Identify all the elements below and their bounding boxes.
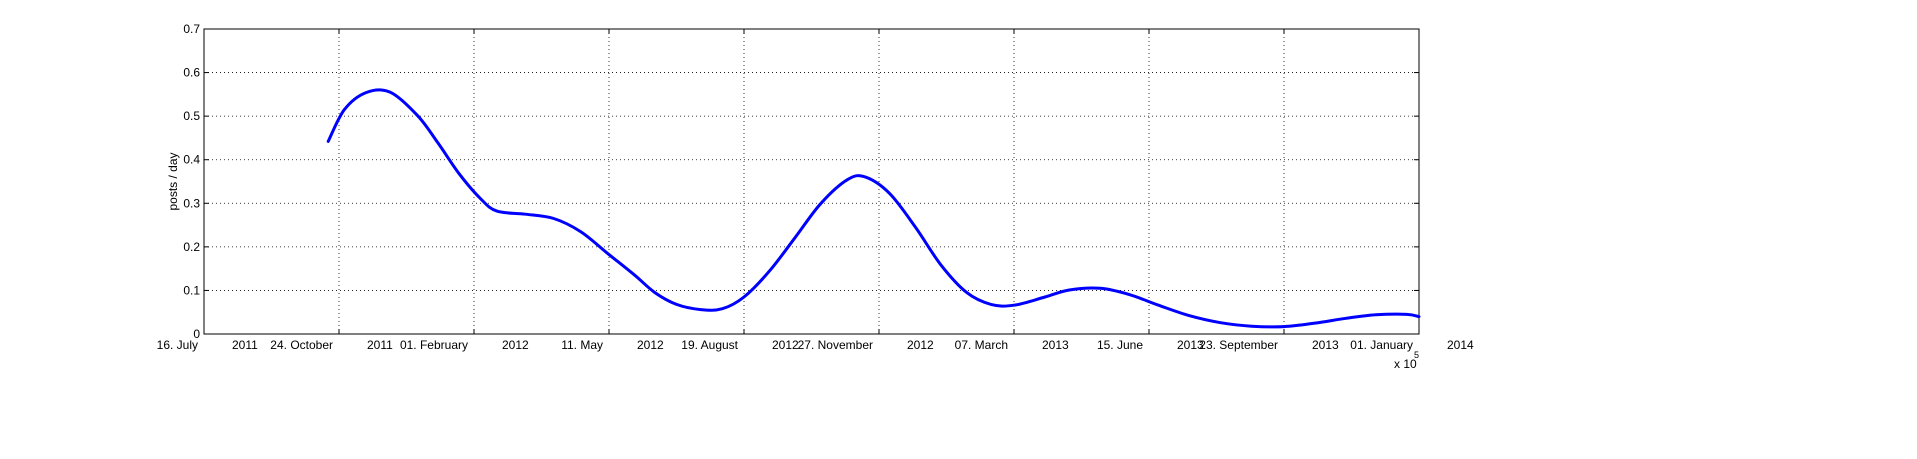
grid-lines xyxy=(204,29,1419,334)
x-tick-label-day: 11. May xyxy=(561,338,603,352)
x-tick-label-year: 2012 xyxy=(502,338,529,352)
series-line-0 xyxy=(326,88,1421,329)
plot-area xyxy=(203,28,1420,335)
series-layer xyxy=(326,88,1421,329)
x-axis-exponent-label: x 10 xyxy=(1394,357,1417,371)
x-tick-label-year: 2012 xyxy=(772,338,799,352)
x-tick-label-year: 2012 xyxy=(637,338,664,352)
x-tick-label-day: 15. June xyxy=(1097,338,1143,352)
x-tick-label-day: 27. November xyxy=(798,338,873,352)
x-tick-label-year: 2012 xyxy=(907,338,934,352)
y-tick-label: 0.2 xyxy=(183,240,200,254)
x-tick-label-day: 16. July xyxy=(157,338,198,352)
y-axis-label: posts / day xyxy=(166,152,180,210)
y-tick-label: 0.7 xyxy=(183,22,200,36)
y-tick-label: 0 xyxy=(193,327,200,341)
x-tick-label-year: 2013 xyxy=(1042,338,1069,352)
x-tick-label-day: 07. March xyxy=(955,338,1008,352)
x-tick-label-year: 2014 xyxy=(1447,338,1474,352)
y-tick-label: 0.3 xyxy=(183,196,200,210)
axis-ticks: 0 0.1 0.2 0.3 0.4 0.5 0.6 0.7 16. July 2011 24. Oc… xyxy=(157,22,1474,352)
x-tick-label-day: 01. January xyxy=(1350,338,1413,352)
x-tick-label-year: 2013 xyxy=(1177,338,1204,352)
x-tick-label-day: 24. October xyxy=(270,338,333,352)
x-tick-label-year: 2011 xyxy=(367,338,393,352)
x-axis-exponent-power: 5 xyxy=(1414,350,1419,360)
y-tick-label: 0.5 xyxy=(183,109,200,123)
x-tick-label-year: 2011 xyxy=(232,338,258,352)
x-tick-label-day: 23. September xyxy=(1199,338,1278,352)
y-tick-label: 0.1 xyxy=(183,283,200,297)
x-tick-label-day: 01. February xyxy=(400,338,468,352)
y-tick-label: 0.6 xyxy=(183,66,200,80)
y-tick-label: 0.4 xyxy=(183,153,200,167)
x-tick-label-year: 2013 xyxy=(1312,338,1339,352)
x-tick-label-day: 19. August xyxy=(681,338,738,352)
